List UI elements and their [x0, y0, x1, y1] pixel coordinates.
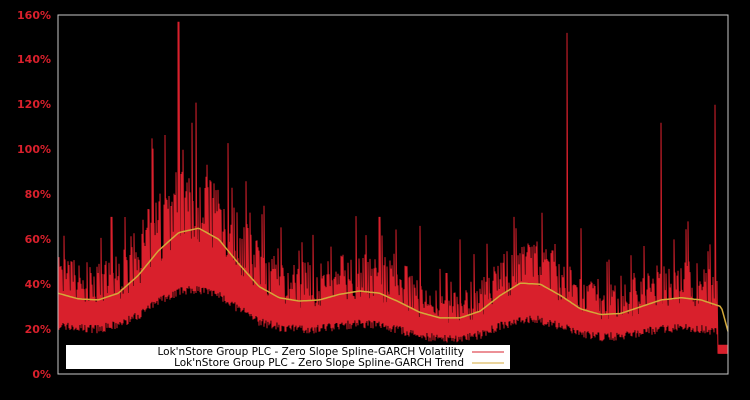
y-tick-label: 60% — [25, 233, 51, 246]
legend-box — [66, 345, 510, 369]
legend-label-trend: Lok'nStore Group PLC - Zero Slope Spline… — [174, 357, 464, 369]
y-tick-label: 0% — [32, 368, 51, 381]
plot-area — [57, 21, 729, 354]
volatility-series — [58, 21, 728, 354]
y-tick-label: 40% — [25, 278, 51, 291]
y-tick-label: 20% — [25, 323, 51, 336]
y-tick-label: 140% — [17, 53, 51, 66]
y-tick-label: 80% — [25, 188, 51, 201]
y-axis-ticks: 0% 20% 40% 60% 80% 100% 120% 140% 160% — [17, 9, 51, 381]
trend-series — [57, 227, 729, 332]
y-tick-label: 100% — [17, 143, 51, 156]
y-tick-label: 160% — [17, 9, 51, 22]
legend-label-volatility: Lok'nStore Group PLC - Zero Slope Spline… — [157, 346, 464, 358]
legend: Lok'nStore Group PLC - Zero Slope Spline… — [66, 345, 510, 369]
plot-frame — [57, 14, 729, 375]
y-tick-label: 120% — [17, 98, 51, 111]
volatility-line — [58, 21, 728, 354]
